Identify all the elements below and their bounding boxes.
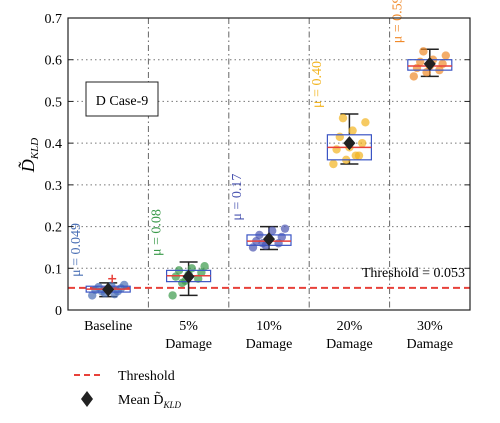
legend-mean-label: Mean D̃KLD [118, 391, 182, 410]
box-group: μ = 0.049 [69, 223, 131, 300]
data-point [168, 291, 177, 300]
data-point [194, 274, 203, 283]
x-tick-label: 30% [417, 319, 443, 334]
data-point [200, 262, 209, 271]
data-point [358, 138, 367, 148]
data-point [178, 278, 187, 288]
mean-marker [343, 136, 356, 151]
mean-marker [102, 282, 115, 297]
legend-threshold-label: Threshold [118, 369, 175, 384]
data-point [277, 232, 286, 242]
x-tick-label: Damage [165, 337, 212, 352]
y-tick-label: 0.5 [45, 95, 63, 110]
y-axis-label: D̃KLD [18, 138, 41, 173]
mean-annotation: μ = 0.59 [391, 0, 406, 43]
x-tick-label: 20% [337, 319, 363, 334]
y-axis-label-sub: KLD [29, 138, 41, 160]
data-point [351, 151, 360, 160]
x-tick-label: 10% [256, 319, 282, 334]
mean-annotation: μ = 0.049 [69, 223, 84, 277]
box-group: μ = 0.59 [391, 0, 453, 81]
mean-annotation: μ = 0.08 [149, 209, 164, 256]
data-point [409, 72, 418, 81]
mean-marker [182, 269, 195, 284]
data-point [329, 159, 338, 169]
y-tick-label: 0 [55, 304, 62, 319]
data-point [438, 59, 447, 69]
case-label: D Case-9 [96, 94, 149, 109]
mean-marker [263, 232, 275, 247]
x-tick-label: Damage [326, 337, 373, 352]
legend: Threshold Mean D̃KLD [74, 369, 182, 410]
svg-text:D̃KLD: D̃KLD [18, 138, 41, 173]
threshold-annotation: Threshold = 0.053 [362, 266, 465, 281]
case-label-box: D Case-9 [85, 81, 159, 117]
data-point [335, 132, 344, 142]
data-point [268, 226, 277, 235]
plot-frame [67, 17, 471, 311]
data-point [332, 145, 341, 154]
box-group: μ = 0.40 [310, 61, 372, 169]
mean-annotation: μ = 0.17 [230, 174, 245, 221]
data-point [171, 272, 180, 281]
mean-annotation: μ = 0.40 [310, 61, 325, 108]
y-tick-label: 0.1 [45, 262, 63, 277]
legend-mean-marker [81, 391, 93, 407]
y-tick-label: 0.3 [45, 179, 63, 194]
mean-marker [423, 56, 436, 71]
x-tick-label: 5% [179, 319, 198, 334]
axis-layer: 0 0.1 0.2 0.3 0.4 0.5 0.6 0.7 Baseline 5% Damage 10… [45, 12, 471, 352]
box-group: μ = 0.17 [230, 174, 292, 252]
y-tick-label: 0.2 [45, 221, 63, 236]
box-layer: μ = 0.049 μ = 0.08 μ = 0.17 μ = 0.40 μ = 0.5… [69, 0, 453, 300]
y-tick-label: 0.7 [45, 12, 63, 27]
data-point [361, 118, 370, 127]
y-axis-label-main: D̃ [18, 159, 38, 173]
data-point [348, 126, 357, 135]
data-point [419, 47, 428, 56]
x-tick-label: Damage [246, 337, 293, 352]
data-point [280, 224, 290, 233]
box-group: μ = 0.08 [149, 209, 212, 300]
grid-layer [68, 18, 470, 310]
data-point [416, 57, 425, 66]
y-tick-label: 0.4 [45, 137, 63, 152]
x-tick-label: Damage [406, 337, 453, 352]
data-point [338, 113, 348, 123]
data-point [120, 280, 129, 290]
x-tick-label: Baseline [84, 319, 132, 334]
y-tick-label: 0.6 [45, 54, 63, 69]
data-point [441, 51, 450, 60]
